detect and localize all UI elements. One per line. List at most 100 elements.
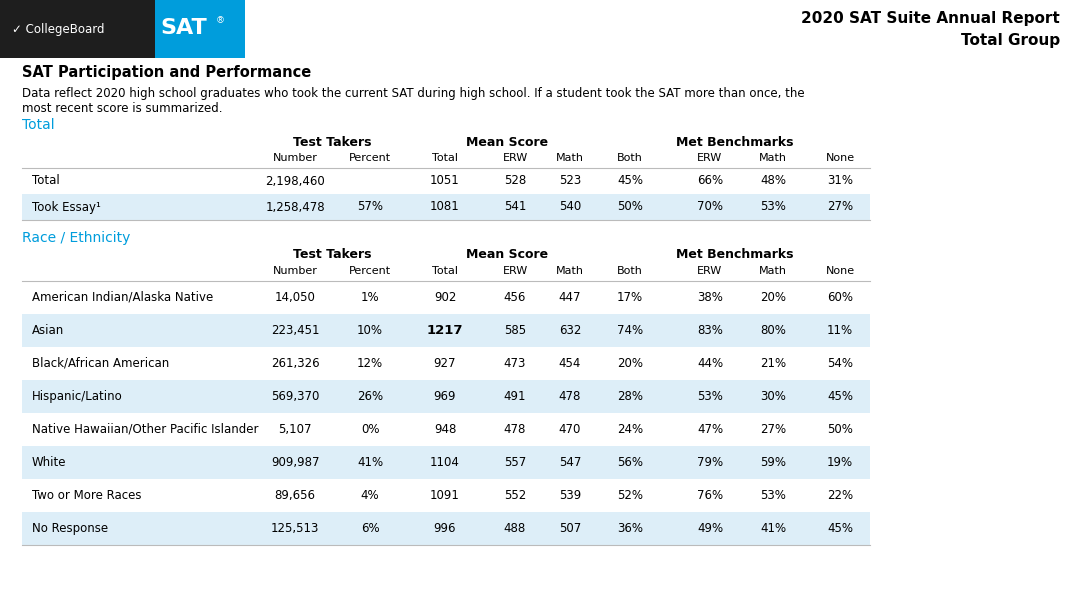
Text: 1%: 1% — [361, 291, 379, 304]
Text: 5,107: 5,107 — [279, 423, 312, 436]
Text: 47%: 47% — [697, 423, 724, 436]
Text: Test Takers: Test Takers — [294, 249, 372, 261]
Text: Hispanic/Latino: Hispanic/Latino — [32, 390, 123, 403]
Bar — [22, 194, 870, 220]
Text: Data reflect 2020 high school graduates who took the current SAT during high sch: Data reflect 2020 high school graduates … — [22, 86, 805, 99]
Text: Number: Number — [272, 266, 318, 276]
Text: 45%: 45% — [617, 174, 643, 187]
Text: 261,326: 261,326 — [271, 357, 320, 370]
Text: 50%: 50% — [617, 201, 643, 214]
Text: 478: 478 — [503, 423, 526, 436]
Text: 478: 478 — [558, 390, 581, 403]
Text: 20%: 20% — [760, 291, 786, 304]
Text: 53%: 53% — [760, 201, 786, 214]
Text: 473: 473 — [503, 357, 526, 370]
Text: 569,370: 569,370 — [271, 390, 320, 403]
Text: American Indian/Alaska Native: American Indian/Alaska Native — [32, 291, 213, 304]
Text: 60%: 60% — [827, 291, 853, 304]
Text: 80%: 80% — [760, 324, 786, 337]
Text: 44%: 44% — [697, 357, 724, 370]
Text: 28%: 28% — [617, 390, 643, 403]
Text: 89,656: 89,656 — [274, 489, 315, 502]
Text: Took Essay¹: Took Essay¹ — [32, 201, 100, 214]
Text: 927: 927 — [434, 357, 456, 370]
Text: 52%: 52% — [617, 489, 643, 502]
Bar — [156, 0, 245, 58]
Text: 79%: 79% — [697, 456, 724, 469]
Text: 632: 632 — [558, 324, 581, 337]
Text: 12%: 12% — [356, 357, 383, 370]
Text: 523: 523 — [558, 174, 581, 187]
Text: most recent score is summarized.: most recent score is summarized. — [22, 102, 222, 114]
Text: 2,198,460: 2,198,460 — [265, 174, 325, 187]
Text: 17%: 17% — [617, 291, 643, 304]
Text: 2020 SAT Suite Annual Report: 2020 SAT Suite Annual Report — [801, 11, 1059, 26]
Text: No Response: No Response — [32, 522, 108, 535]
Text: 6%: 6% — [361, 522, 379, 535]
Text: ERW: ERW — [502, 266, 528, 276]
Text: 74%: 74% — [617, 324, 643, 337]
Text: White: White — [32, 456, 67, 469]
Text: 14,050: 14,050 — [274, 291, 315, 304]
Text: Percent: Percent — [349, 153, 391, 163]
Text: Total Group: Total Group — [961, 33, 1059, 48]
Text: 1081: 1081 — [430, 201, 460, 214]
Text: 41%: 41% — [760, 522, 786, 535]
Text: 456: 456 — [503, 291, 526, 304]
Text: Math: Math — [556, 153, 584, 163]
Text: 20%: 20% — [617, 357, 643, 370]
Text: Test Takers: Test Takers — [294, 136, 372, 149]
Text: 1091: 1091 — [430, 489, 460, 502]
Text: 56%: 56% — [617, 456, 643, 469]
Text: 1051: 1051 — [430, 174, 460, 187]
Text: 552: 552 — [504, 489, 526, 502]
Bar — [0, 0, 156, 58]
Text: 24%: 24% — [617, 423, 643, 436]
Text: 26%: 26% — [356, 390, 383, 403]
Bar — [22, 380, 870, 413]
Text: ERW: ERW — [698, 266, 723, 276]
Text: 491: 491 — [503, 390, 526, 403]
Text: ERW: ERW — [502, 153, 528, 163]
Text: 22%: 22% — [827, 489, 853, 502]
Text: 948: 948 — [434, 423, 456, 436]
Text: 223,451: 223,451 — [271, 324, 320, 337]
Bar — [22, 512, 870, 545]
Bar — [22, 314, 870, 347]
Text: 19%: 19% — [827, 456, 853, 469]
Text: Met Benchmarks: Met Benchmarks — [676, 136, 794, 149]
Text: Math: Math — [759, 266, 787, 276]
Text: Total: Total — [432, 153, 458, 163]
Text: 557: 557 — [504, 456, 526, 469]
Text: SAT Participation and Performance: SAT Participation and Performance — [22, 64, 311, 80]
Text: Met Benchmarks: Met Benchmarks — [676, 249, 794, 261]
Text: ✓ CollegeBoard: ✓ CollegeBoard — [12, 23, 105, 36]
Text: Asian: Asian — [32, 324, 64, 337]
Text: 541: 541 — [503, 201, 526, 214]
Text: 45%: 45% — [827, 390, 853, 403]
Text: 38%: 38% — [697, 291, 723, 304]
Text: Percent: Percent — [349, 266, 391, 276]
Text: 66%: 66% — [697, 174, 724, 187]
Text: Native Hawaiian/Other Pacific Islander: Native Hawaiian/Other Pacific Islander — [32, 423, 258, 436]
Text: 902: 902 — [434, 291, 456, 304]
Text: 21%: 21% — [760, 357, 786, 370]
Text: ®: ® — [216, 16, 225, 25]
Text: 27%: 27% — [827, 201, 853, 214]
Text: 547: 547 — [558, 456, 581, 469]
Text: None: None — [825, 153, 854, 163]
Text: 54%: 54% — [827, 357, 853, 370]
Text: 41%: 41% — [356, 456, 383, 469]
Text: 53%: 53% — [697, 390, 723, 403]
Text: 45%: 45% — [827, 522, 853, 535]
Text: 539: 539 — [558, 489, 581, 502]
Text: 969: 969 — [434, 390, 456, 403]
Text: SAT: SAT — [160, 18, 206, 38]
Text: 10%: 10% — [357, 324, 383, 337]
Text: 1217: 1217 — [427, 324, 463, 337]
Text: Mean Score: Mean Score — [467, 249, 549, 261]
Text: 59%: 59% — [760, 456, 786, 469]
Text: Mean Score: Mean Score — [467, 136, 549, 149]
Text: Two or More Races: Two or More Races — [32, 489, 141, 502]
Text: 30%: 30% — [760, 390, 786, 403]
